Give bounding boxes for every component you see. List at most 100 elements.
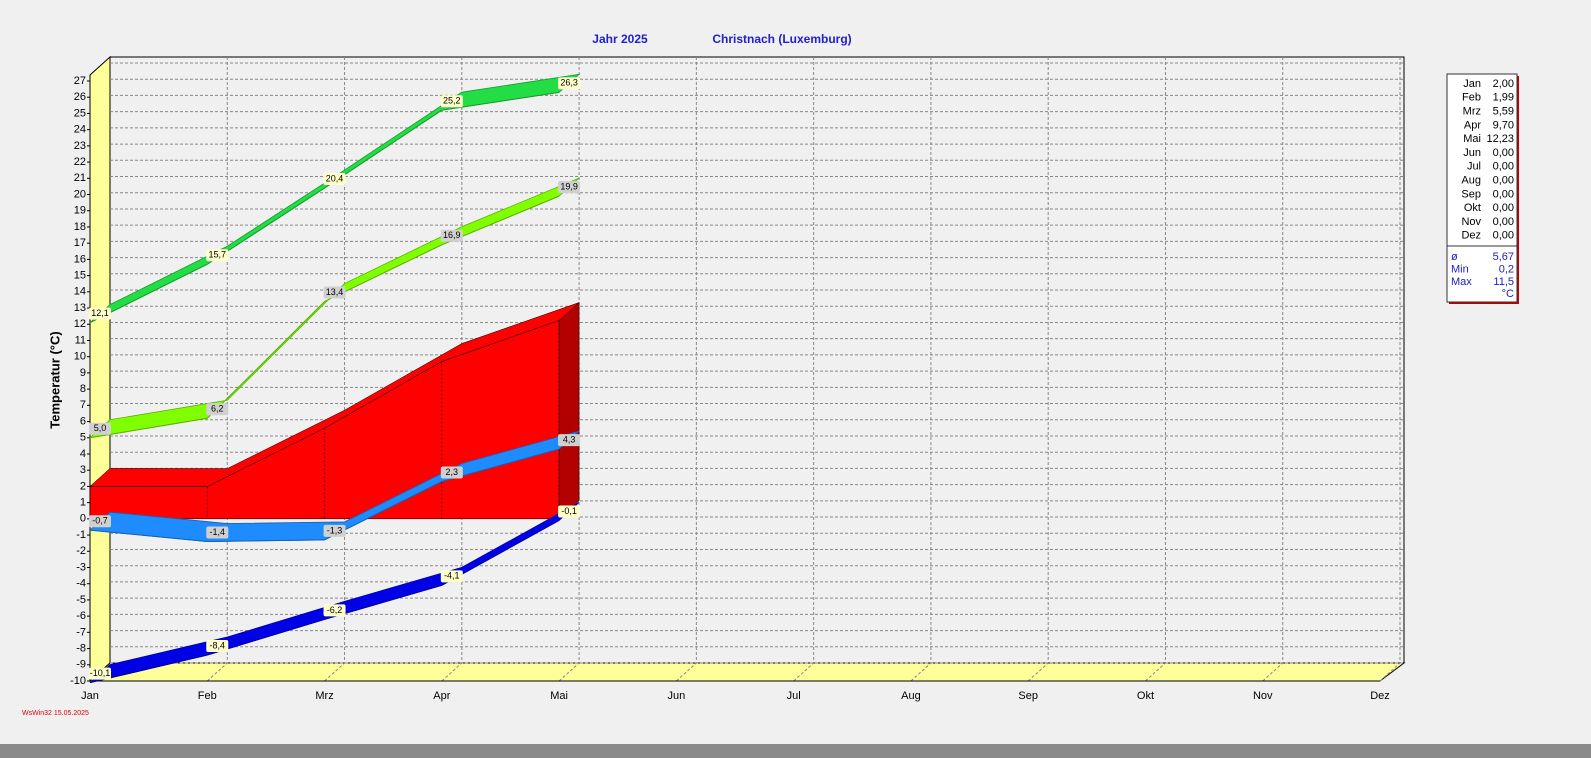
y-tick-label: 16 [74,253,86,265]
table-value: 0,00 [1493,161,1514,173]
y-tick-label: 23 [74,140,86,152]
x-tick-label: Mrz [315,690,333,702]
grid-line-floor [324,662,345,682]
grid-line-floor [441,662,463,682]
y-tick-label: 15 [74,270,86,282]
y-tick-label: 4 [80,448,86,460]
series-line [89,448,560,543]
y-tick-label: 21 [74,172,86,184]
table-value: 9,70 [1493,119,1514,131]
value-label: -4,1 [444,571,460,581]
y-tick-label: 1 [80,497,86,509]
y-tick-label: -8 [76,642,86,654]
value-label-box [558,181,581,194]
y-tick-label: 20 [74,188,86,200]
y-axis-label: Temperatur (°C) [47,331,62,428]
value-label-box [558,505,581,518]
grid-line-floor [910,662,932,682]
back-frame [110,56,1405,663]
x-tick-label: Jun [667,690,685,702]
table-value: 2,00 [1493,78,1514,90]
x-tick-label: Okt [1137,690,1154,702]
y-tick-label: -5 [76,594,86,606]
y-tick-label: 27 [74,75,86,87]
value-label-box [440,95,463,108]
series-line [89,195,560,439]
y-tick-label: 9 [80,367,86,379]
footer: WsWin32 15.05.2025 [22,710,89,717]
x-tick-label: Jan [81,690,99,702]
x-tick-label: Mai [550,690,568,702]
value-label-box [89,422,111,435]
y-tick-label: 5 [80,432,86,444]
value-label-box [206,640,229,653]
value-label-box [206,403,229,416]
y-tick-label: 26 [74,91,86,103]
table-value: 12,23 [1486,133,1514,145]
grid-line-floor [1379,662,1401,682]
series-line [89,520,560,684]
chart-title: Jahr 2025 [592,32,648,46]
table-value: 0,00 [1493,202,1514,214]
left-wall [89,55,111,683]
y-tick-label: 12 [74,318,86,330]
x-tick-label: Jul [787,690,801,702]
value-label: 25,2 [443,96,461,106]
value-label-box [206,249,229,262]
value-label-box [323,604,346,617]
value-label-box [323,524,346,537]
value-label: 4,3 [563,434,576,444]
y-tick-label: 8 [80,383,86,395]
x-tick-label: Sep [1018,690,1038,702]
area-side [558,301,580,520]
table-month: Jun [1463,147,1481,159]
value-label: 5,0 [94,423,107,433]
table-month: Aug [1461,175,1481,187]
table-month: Feb [1462,92,1481,104]
y-tick-label: 13 [74,302,86,314]
value-label: 20,4 [326,173,344,183]
value-label: 19,9 [560,182,578,192]
grid-line-floor [793,662,814,682]
value-label-box [440,229,463,242]
value-label-box [89,667,111,680]
stat-name: Min [1451,263,1469,275]
grid-line-floor [1027,662,1049,682]
y-tick-label: -2 [76,545,86,557]
table-month: Apr [1464,119,1481,131]
summary-table [1446,73,1518,303]
y-tick-label: 18 [74,221,86,233]
value-label: -1,4 [210,527,226,537]
y-tick-label: -7 [76,626,86,638]
value-label: -10,1 [90,668,111,678]
y-tick-label: 24 [74,124,86,136]
grid-line-floor [1145,662,1166,682]
x-tick-label: Dez [1370,690,1390,702]
value-label: 13,4 [326,287,344,297]
y-tick-label: 22 [74,156,86,168]
table-value: 0,00 [1493,188,1514,200]
value-label-box [206,526,229,539]
y-tick-label: -3 [76,561,86,573]
value-label: 26,3 [560,78,578,88]
table-month: Nov [1461,216,1481,228]
status-bar [0,744,1591,758]
chart-subtitle: Christnach (Luxemburg) [712,32,851,46]
y-tick-label: -4 [76,578,86,590]
grid-line-floor [206,662,228,682]
value-label-box [440,570,463,583]
y-tick-label: 10 [74,351,86,363]
y-tick-label: 14 [74,286,86,298]
y-tick-label: 2 [80,480,86,492]
stat-value: 5,67 [1493,251,1514,263]
value-label-box [440,466,463,479]
y-tick-label: 25 [74,107,86,119]
table-month: Mai [1463,133,1481,145]
series-line [89,91,560,324]
table-month: Jul [1467,161,1481,173]
table-month: Mrz [1463,106,1481,118]
table-value: 0,00 [1493,230,1514,242]
y-tick-label: 17 [74,237,86,249]
value-label: -0,1 [561,506,577,516]
